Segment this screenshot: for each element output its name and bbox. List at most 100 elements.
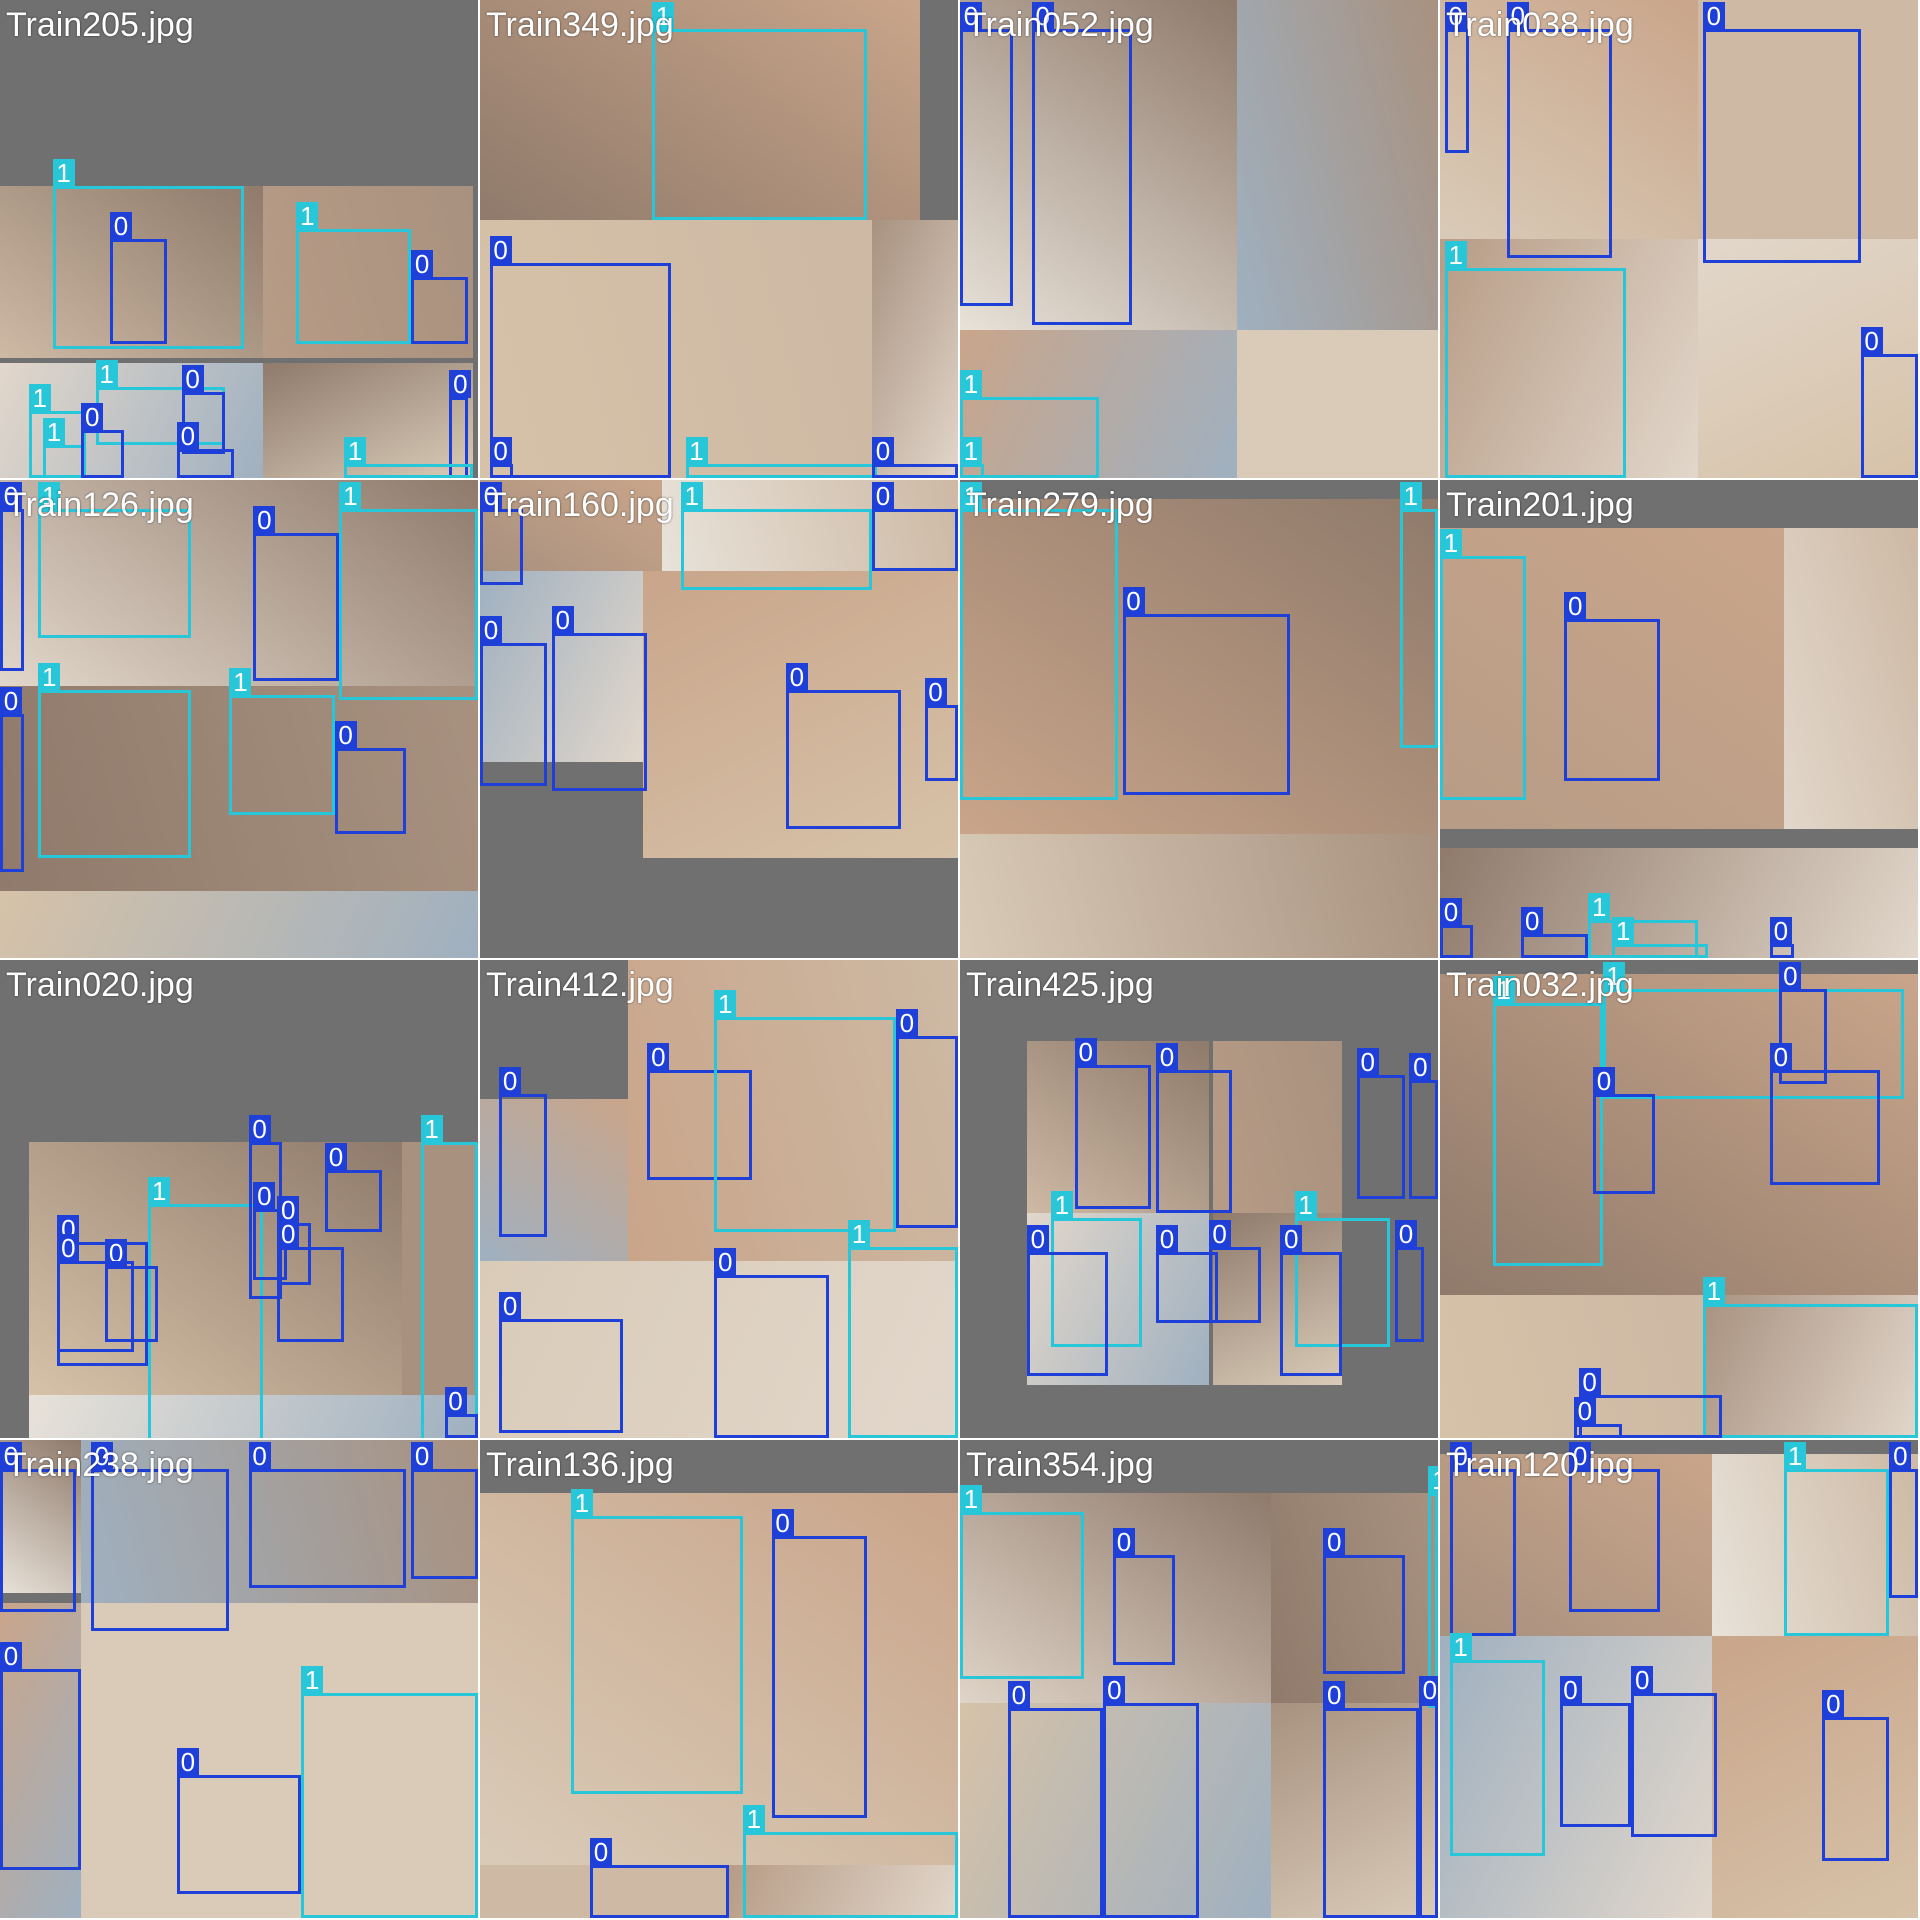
class-label-tag: 0: [551, 605, 574, 634]
mosaic-tile: Train205.jpg 1 0 1 0 1 0 1 1 0 0 0 1: [0, 0, 480, 480]
bounding-box-class-0: 0: [444, 1387, 478, 1438]
photo-region: [480, 570, 643, 762]
tile-filename: Train349.jpg: [486, 6, 674, 44]
class-label-tag: 1: [652, 1, 675, 30]
bounding-box-class-0: 0: [499, 1291, 624, 1434]
photo-region: [1440, 239, 1699, 478]
bounding-box-class-1: 1: [420, 1114, 478, 1438]
bounding-box-class-1: 1: [960, 436, 984, 478]
mosaic-tile: Train354.jpg10010000: [960, 1440, 1440, 1920]
bounding-box-class-0: 0: [489, 235, 672, 478]
bounding-box-class-0: 0: [1026, 1224, 1109, 1376]
class-label-tag: 1: [570, 1489, 593, 1518]
bounding-box-class-0: 0: [785, 663, 901, 829]
class-label-tag: 0: [1394, 1219, 1417, 1248]
class-label-tag: 1: [148, 1176, 171, 1205]
class-label-tag: 0: [1444, 1, 1467, 30]
class-label-tag: 1: [714, 990, 737, 1019]
class-label-tag: 0: [105, 1238, 128, 1267]
class-label-tag: 0: [176, 1747, 199, 1776]
bounding-box-class-1: 1: [301, 1666, 478, 1918]
photo-region: [1237, 0, 1438, 330]
tile-filename: Train205.jpg: [6, 6, 194, 44]
class-label-tag: 0: [1822, 1690, 1845, 1719]
tile-filename: Train279.jpg: [966, 486, 1154, 524]
class-label-tag: 1: [960, 1484, 982, 1513]
tile-filename: Train160.jpg: [486, 486, 674, 524]
class-label-tag: 0: [1506, 1, 1529, 30]
bounding-box-class-1: 1: [344, 436, 474, 478]
photo-region: [960, 329, 1238, 478]
class-label-tag: 0: [90, 1441, 113, 1470]
photo-region: [1237, 329, 1438, 478]
class-label-tag: 0: [785, 663, 808, 692]
tile-filename: Train238.jpg: [6, 1446, 194, 1484]
class-label-tag: 0: [1103, 1675, 1126, 1704]
tile-filename: Train032.jpg: [1446, 966, 1634, 1004]
class-label-tag: 0: [1155, 1224, 1178, 1253]
class-label-tag: 0: [1122, 586, 1145, 615]
class-label-tag: 0: [1449, 1441, 1472, 1470]
bounding-box-class-0: 0: [1323, 1680, 1419, 1918]
class-label-tag: 1: [38, 663, 61, 692]
photo-region: [1270, 1492, 1438, 1718]
photo-region: [1440, 1294, 1703, 1438]
class-label-tag: 0: [1769, 916, 1792, 945]
class-label-tag: 0: [334, 720, 357, 749]
bounding-box-class-0: 0: [480, 615, 547, 786]
class-label-tag: 1: [1444, 240, 1467, 269]
bounding-box-class-0: 0: [1208, 1219, 1262, 1324]
bounding-box-class-1: 1: [848, 1219, 958, 1438]
photo-region: [1712, 1454, 1918, 1636]
class-label-tag: 0: [1860, 326, 1883, 355]
photo-region: [661, 480, 958, 571]
class-label-tag: 1: [1428, 1465, 1438, 1494]
class-label-tag: 0: [0, 481, 22, 510]
bounding-box-class-1: 1: [570, 1489, 743, 1794]
bounding-box-class-1: 1: [1050, 1191, 1142, 1348]
class-label-tag: 1: [1449, 1632, 1472, 1661]
photo-region: [0, 480, 478, 686]
class-label-tag: 1: [43, 417, 66, 446]
bounding-box-class-1: 1: [52, 159, 244, 349]
bounding-box-class-1: 1: [38, 481, 192, 638]
bounding-box-class-1: 1: [960, 481, 1118, 801]
photo-region: [28, 1141, 402, 1395]
tile-filename: Train120.jpg: [1446, 1446, 1634, 1484]
class-label-tag: 1: [742, 1804, 765, 1833]
class-label-tag: 0: [0, 1642, 22, 1671]
bounding-box-class-0: 0: [176, 1747, 302, 1895]
bounding-box-class-0: 0: [1031, 1, 1133, 326]
photo-region: [1712, 1635, 1918, 1918]
bounding-box-class-0: 0: [589, 1838, 729, 1918]
class-label-tag: 0: [253, 505, 276, 534]
bounding-box-class-0: 0: [90, 1441, 230, 1632]
bounding-box-class-0: 0: [924, 677, 958, 782]
bounding-box-class-0: 0: [1323, 1527, 1405, 1675]
tile-filename: Train020.jpg: [6, 966, 194, 1004]
bounding-box-class-0: 0: [0, 481, 24, 672]
class-label-tag: 1: [52, 159, 75, 188]
class-label-tag: 0: [0, 687, 22, 716]
tile-filename: Train038.jpg: [1446, 6, 1634, 44]
class-label-tag: 0: [81, 403, 104, 432]
mosaic-tile: Train412.jpg 0 0 1 0 0 0 1: [480, 960, 960, 1440]
bounding-box-class-0: 0: [1007, 1680, 1104, 1918]
photo-region: [1213, 1041, 1343, 1214]
photo-region: [1213, 1213, 1343, 1386]
class-label-tag: 1: [960, 436, 982, 465]
photo-region: [1698, 0, 1918, 239]
bounding-box-class-1: 1: [714, 990, 896, 1233]
bounding-box-class-0: 0: [551, 605, 648, 791]
bounding-box-class-0: 0: [499, 1066, 547, 1238]
mosaic-tile: Train020.jpg 0 1 0 0 0 0 0 0 0 1 0: [0, 960, 480, 1440]
class-label-tag: 1: [420, 1114, 443, 1143]
class-label-tag: 0: [489, 436, 512, 465]
class-label-tag: 1: [685, 436, 708, 465]
mosaic-tile: Train238.jpg 0 0 0 0 0 0 1: [0, 1440, 480, 1920]
class-label-tag: 0: [489, 235, 512, 264]
class-label-tag: 0: [176, 422, 199, 451]
bounding-box-class-0: 0: [489, 436, 514, 478]
class-label-tag: 0: [411, 250, 434, 279]
class-label-tag: 1: [1399, 481, 1422, 510]
